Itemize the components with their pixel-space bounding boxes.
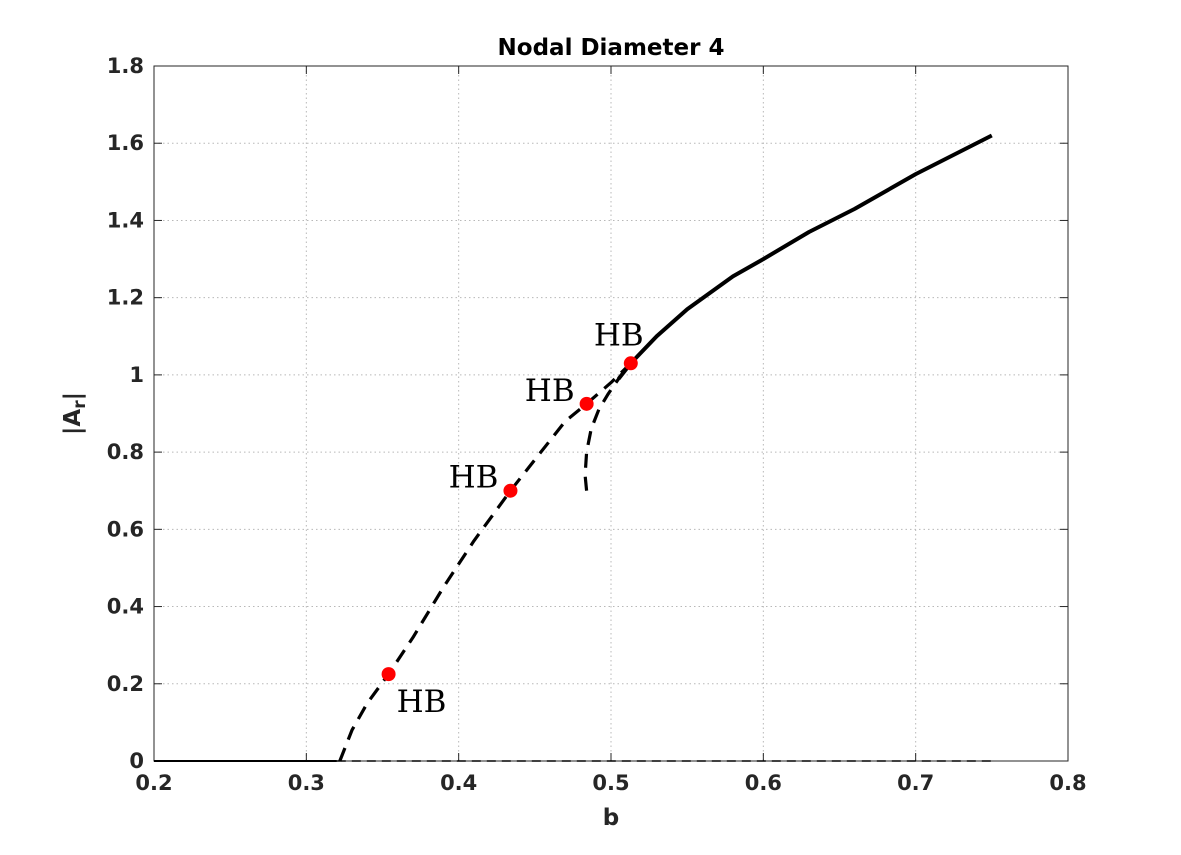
hopf-point-label: HB (449, 460, 499, 496)
y-tick-label: 0.4 (107, 595, 144, 619)
solid-branch-line (617, 133, 993, 381)
x-tick-label: 0.4 (440, 771, 477, 795)
hopf-point-marker (381, 667, 396, 682)
y-axis-title-end: | (60, 392, 86, 400)
y-tick-label: 0.2 (107, 672, 144, 696)
dashed-branch-line (583, 362, 633, 491)
hopf-points: HB HB HB HB (381, 317, 644, 720)
y-axis-title-main: |A (60, 409, 86, 435)
y-axis-title-subscript: r (70, 400, 90, 409)
chart-title: Nodal Diameter 4 (498, 35, 725, 61)
series-lines (154, 133, 993, 762)
dashed-branch-line (338, 362, 632, 762)
axis-ticks: 0.2 0.3 0.4 0.5 0.6 0.7 0.800.20.40.60.811.21.… (107, 54, 1087, 795)
y-tick-label: 0.8 (107, 440, 144, 464)
y-tick-label: 0 (129, 749, 144, 773)
y-tick-label: 1.6 (107, 131, 144, 155)
grid-lines (153, 65, 1069, 762)
x-tick-label: 0.5 (592, 771, 629, 795)
y-tick-label: 0.6 (107, 517, 144, 541)
x-tick-label: 0.3 (288, 771, 325, 795)
hopf-point-marker (503, 483, 518, 498)
y-tick-label: 1.4 (107, 208, 144, 232)
y-tick-label: 1 (129, 363, 144, 387)
hopf-point-marker (623, 356, 638, 371)
x-tick-label: 0.8 (1049, 771, 1086, 795)
x-axis-title: b (603, 805, 619, 831)
x-tick-label: 0.6 (745, 771, 782, 795)
hopf-point-label: HB (397, 684, 447, 720)
y-axis-title: |Ar| (60, 392, 90, 435)
hopf-point-marker (579, 396, 594, 411)
x-tick-label: 0.7 (897, 771, 934, 795)
hopf-point-label: HB (525, 373, 575, 409)
y-tick-label: 1.8 (107, 54, 144, 78)
y-tick-label: 1.2 (107, 286, 144, 310)
x-tick-label: 0.2 (135, 771, 172, 795)
hopf-point-label: HB (594, 317, 644, 353)
